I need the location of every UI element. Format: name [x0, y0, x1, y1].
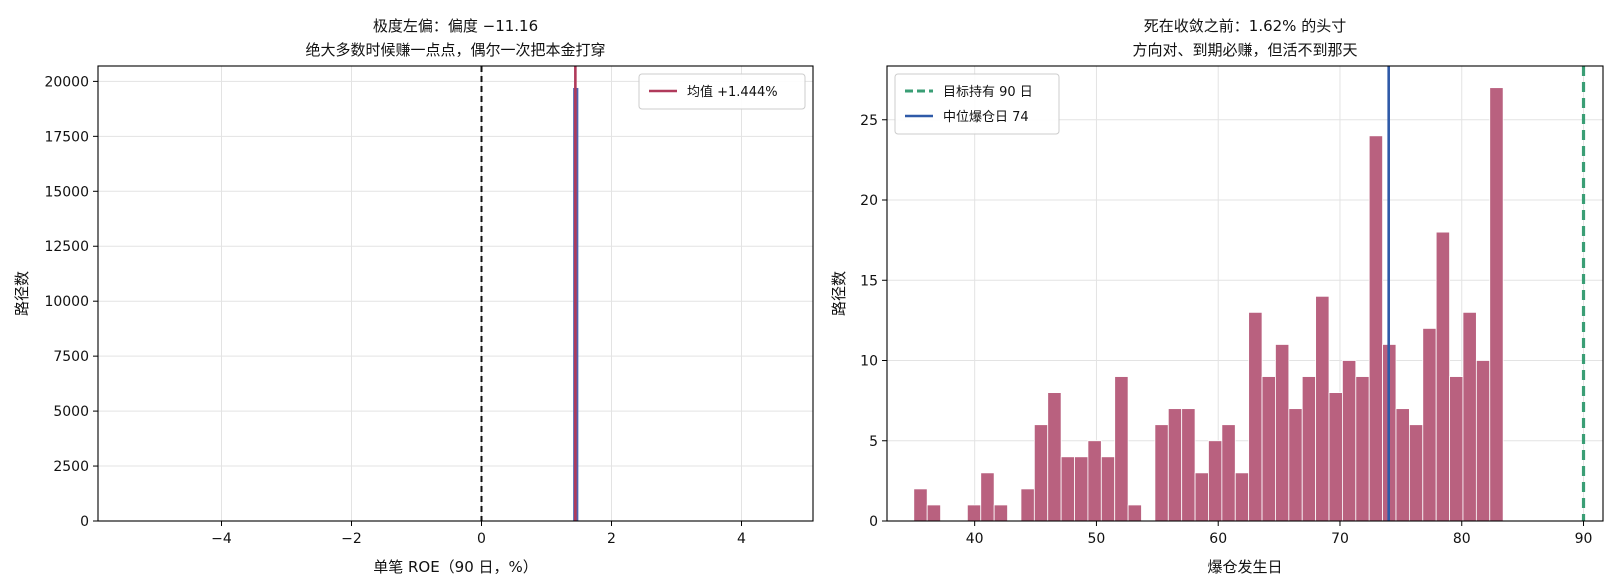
right-histogram-bar: [1087, 440, 1102, 522]
right-x-axis-label: 爆仓发生日: [1207, 558, 1282, 576]
right-histogram-bar: [1194, 472, 1209, 522]
right-y-tick-label: 25: [860, 113, 878, 129]
left-y-tick-label: 7500: [53, 349, 89, 365]
right-y-tick-label: 10: [860, 354, 878, 370]
right-histogram-bar: [1315, 295, 1330, 522]
right-x-tick-label: 60: [1209, 531, 1227, 547]
right-x-tick-label: 80: [1453, 531, 1471, 547]
left-chart-title: 极度左偏：偏度 −11.16: [373, 17, 538, 35]
right-y-axis-label: 路径数: [830, 271, 848, 316]
right-y-tick-label: 0: [869, 514, 878, 530]
right-chart-title: 死在收敛之前：1.62% 的头寸: [1144, 17, 1346, 35]
right-histogram-bar: [1288, 408, 1303, 522]
left-y-tick-label: 12500: [44, 239, 89, 255]
right-histogram-bar: [1301, 376, 1317, 522]
right-legend-label: 目标持有 90 日: [943, 85, 1033, 100]
right-histogram-bar: [1100, 456, 1116, 522]
right-histogram-bar: [1435, 231, 1450, 522]
left-y-tick-label: 10000: [44, 294, 89, 310]
right-legend-label: 中位爆仓日 74: [943, 110, 1029, 125]
right-x-tick-label: 70: [1331, 531, 1349, 547]
right-x-ticks: 40 50 60 70 80 90: [966, 521, 1593, 547]
right-y-ticks: 0 5 10 15 20 25: [860, 113, 887, 530]
right-histogram-bar: [1154, 424, 1169, 522]
right-histogram-bar: [913, 488, 928, 522]
right-histogram-bar: [1060, 456, 1075, 522]
right-histogram-bar: [1074, 456, 1089, 522]
right-histogram-bar: [926, 504, 941, 522]
right-reference-lines: [1387, 66, 1586, 521]
left-chart-subtitle: 绝大多数时候赚一点点，偶尔一次把本金打穿: [305, 41, 605, 59]
left-y-ticks: 0 2500 5000 7500 10000 12500 15000 17500 20000: [44, 74, 98, 530]
right-histogram-bar: [1475, 360, 1491, 522]
right-histogram-bar: [1181, 408, 1196, 522]
left-y-tick-label: 0: [80, 514, 89, 530]
left-legend-box: [638, 73, 806, 110]
right-histogram-bar: [1328, 392, 1343, 522]
right-chart-subtitle: 方向对、到期必赚，但活不到那天: [1132, 41, 1357, 59]
left-reference-lines: [480, 66, 577, 521]
left-chart: −4 −2 0 2 4 0 2500 5000 7500 10000 12500 15000 1750…: [13, 17, 814, 576]
right-x-tick-label: 50: [1088, 531, 1106, 547]
right-histogram-bar: [993, 504, 1008, 522]
right-histogram-bar: [1221, 424, 1236, 522]
right-histogram-bar: [1342, 360, 1357, 522]
right-histogram-bar: [966, 504, 982, 522]
right-histogram-bar: [1167, 408, 1183, 522]
left-y-tick-label: 15000: [44, 184, 89, 200]
left-x-axis-label: 单笔 ROE（90 日，%）: [373, 558, 538, 576]
right-histogram-bar: [1208, 440, 1223, 522]
right-histogram-bar: [1395, 408, 1410, 522]
right-histogram-bar: [1047, 392, 1062, 522]
right-histogram-bar: [1020, 488, 1035, 522]
right-histogram-bar: [1114, 376, 1129, 522]
left-y-axis-label: 路径数: [13, 271, 31, 316]
left-x-tick-label: −2: [341, 531, 362, 547]
right-bars: [913, 87, 1504, 522]
left-y-tick-label: 5000: [53, 404, 89, 420]
right-histogram-bar: [1489, 87, 1504, 522]
left-x-tick-label: 2: [607, 531, 616, 547]
right-histogram-bar: [1261, 376, 1276, 522]
right-histogram-bar: [1355, 376, 1370, 522]
right-histogram-bar: [1368, 135, 1383, 522]
right-y-tick-label: 20: [860, 193, 878, 209]
right-histogram-bar: [1033, 424, 1049, 522]
right-histogram-bar: [1408, 424, 1424, 522]
left-legend-label: 均值 +1.444%: [687, 84, 778, 100]
left-grid: [98, 66, 813, 522]
left-plot-frame: [97, 65, 814, 522]
left-x-tick-label: −4: [211, 531, 232, 547]
right-histogram-bar: [1234, 472, 1250, 522]
left-y-tick-label: 20000: [44, 74, 89, 90]
right-y-tick-label: 5: [869, 434, 878, 450]
right-histogram-bar: [980, 472, 995, 522]
right-histogram-bar: [1248, 311, 1263, 522]
left-y-tick-label: 17500: [44, 129, 89, 145]
right-histogram-bar: [1275, 344, 1290, 522]
right-histogram-bar: [1462, 311, 1477, 522]
left-x-tick-label: 4: [737, 531, 746, 547]
left-x-ticks: −4 −2 0 2 4: [211, 521, 746, 547]
right-histogram-bar: [1127, 504, 1142, 522]
right-x-tick-label: 90: [1575, 531, 1593, 547]
right-y-tick-label: 15: [860, 273, 878, 289]
left-y-tick-label: 2500: [53, 459, 89, 475]
left-legend: 均值 +1.444%: [638, 73, 806, 110]
right-chart: 40 50 60 70 80 90 0 5 10 15 20 25 死在收敛之前：1.62% 的头寸…: [830, 17, 1604, 576]
right-histogram-bar: [1449, 376, 1464, 522]
left-x-tick-label: 0: [477, 531, 486, 547]
right-legend-box: [894, 73, 1060, 135]
right-plot-frame: [886, 65, 1604, 522]
right-histogram-bar: [1422, 328, 1437, 522]
right-x-tick-label: 40: [966, 531, 984, 547]
